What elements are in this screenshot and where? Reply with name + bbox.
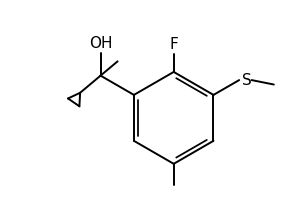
- Text: OH: OH: [89, 36, 112, 51]
- Text: F: F: [169, 37, 178, 52]
- Text: S: S: [242, 72, 251, 88]
